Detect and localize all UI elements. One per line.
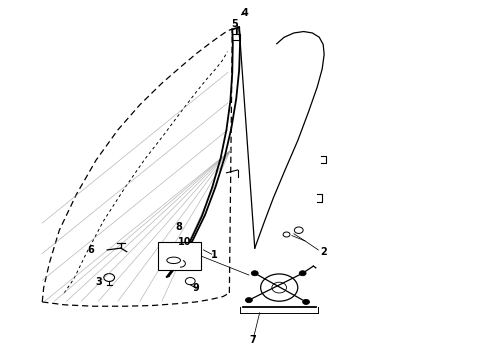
Circle shape bbox=[299, 271, 306, 276]
Text: 3: 3 bbox=[95, 277, 102, 287]
Text: 10: 10 bbox=[178, 237, 191, 247]
Circle shape bbox=[303, 300, 310, 305]
Ellipse shape bbox=[167, 257, 180, 264]
Text: 9: 9 bbox=[193, 283, 199, 293]
Bar bbox=[158, 242, 201, 270]
Text: 6: 6 bbox=[88, 245, 95, 255]
Circle shape bbox=[251, 271, 258, 276]
Text: 1: 1 bbox=[211, 250, 218, 260]
Text: 7: 7 bbox=[249, 334, 256, 345]
Circle shape bbox=[245, 298, 252, 303]
Text: 2: 2 bbox=[320, 247, 326, 257]
Text: 4: 4 bbox=[242, 8, 248, 18]
Text: 8: 8 bbox=[175, 222, 182, 231]
Text: 5: 5 bbox=[231, 19, 238, 29]
